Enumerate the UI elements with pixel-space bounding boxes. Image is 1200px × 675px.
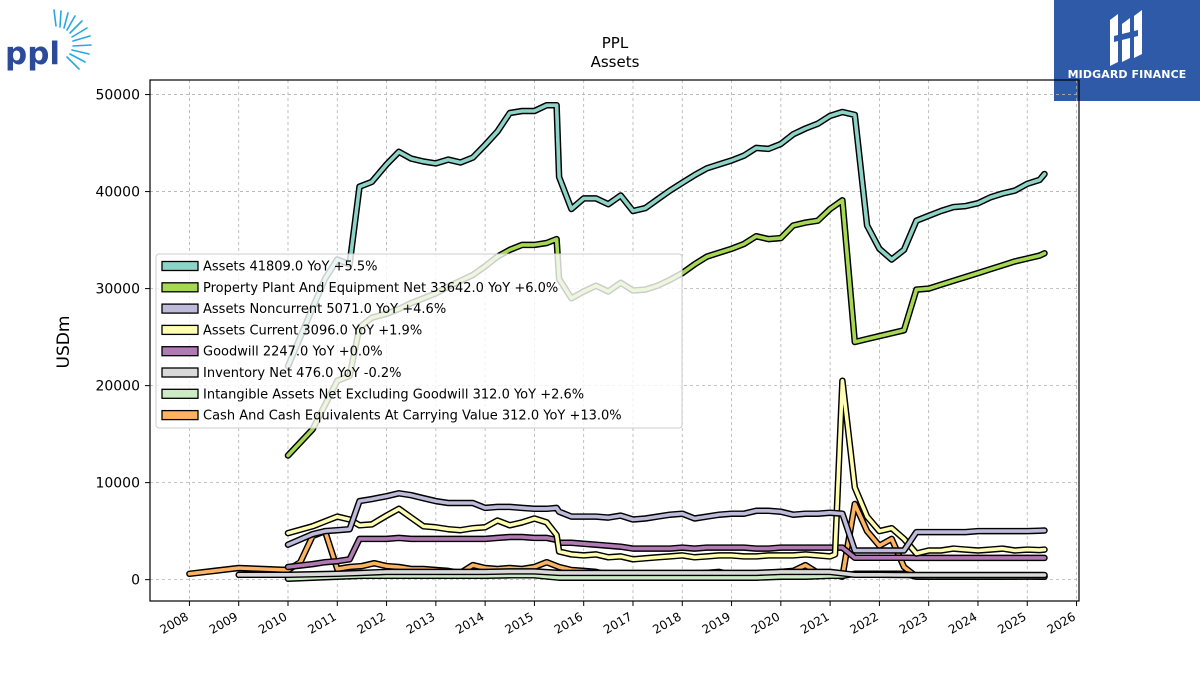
y-tick-label: 10000 [95,476,140,492]
brand-mark-icon [1110,10,1142,66]
ppl-logo-text: ppl [5,36,60,72]
series-line-stroke [286,379,1047,562]
legend-label: Goodwill 2247.0 YoY +0.0% [203,345,383,360]
x-tick-label: 2008 [157,609,190,636]
series-line [284,533,1048,571]
legend: Assets 41809.0 YoY +5.5% Property Plant A… [155,253,683,429]
legend-label: Property Plant And Equipment Net 33642.0… [203,281,558,296]
x-tick-label: 2013 [404,609,437,636]
legend-swatch [161,303,199,314]
legend-label: Inventory Net 476.0 YoY -0.2% [203,366,402,381]
legend-swatch [161,282,199,293]
y-axis-label: USDm [54,316,74,369]
legend-label: Intangible Assets Net Excluding Goodwill… [203,387,584,402]
legend-swatch [161,367,199,378]
y-tick-label: 20000 [95,379,140,395]
legend-swatch [161,324,199,336]
x-tick-label: 2018 [650,609,683,636]
x-tick-label: 2010 [256,609,289,636]
x-tick-label: 2024 [946,609,979,636]
legend-label: Assets Noncurrent 5071.0 YoY +4.6% [203,302,446,317]
y-tick-label: 30000 [95,282,140,298]
legend-box [155,253,683,429]
x-tick-label: 2016 [552,609,585,636]
x-tick-label: 2021 [798,609,831,636]
x-tick-label: 2023 [897,609,930,636]
plot-frame [149,79,1080,602]
legend-label: Cash And Cash Equivalents At Carrying Va… [203,409,622,424]
series-line-stroke [286,491,1047,553]
x-tick-label: 2022 [847,609,880,636]
brand-logo: MIDGARD FINANCE [1054,0,1200,101]
y-tick-label: 40000 [95,185,140,201]
ppl-logo: ppl [5,9,92,72]
legend-swatch [161,346,199,357]
chart-title: PPL [602,34,629,52]
y-tick-label: 0 [131,573,140,589]
series-line-outline [284,490,1048,554]
x-tick-label: 2019 [700,609,733,636]
legend-swatch [161,409,199,421]
series-line [284,377,1048,563]
series-line-stroke [286,535,1047,569]
x-tick-label: 2015 [502,609,535,636]
series-line-stroke [286,103,1047,368]
brand-name: MIDGARD FINANCE [1067,68,1187,81]
chart-subtitle: Assets [591,53,640,71]
series-line [235,568,1048,579]
x-tick-label: 2009 [207,609,240,636]
x-tick-label: 2014 [453,609,486,636]
x-tick-label: 2020 [749,609,782,636]
series-line [284,101,1048,370]
ppl-logo-rays [53,9,92,70]
x-tick-label: 2012 [355,609,388,636]
x-tick-label: 2025 [995,609,1028,636]
legend-label: Assets Current 3096.0 YoY +1.9% [203,323,422,338]
legend-swatch [161,260,199,272]
legend-swatch [161,388,199,399]
y-tick-label: 50000 [95,88,140,104]
series-line-stroke [236,569,1047,577]
x-tick-label: 2017 [601,609,634,636]
series-line [284,490,1048,554]
legend-label: Assets 41809.0 YoY +5.5% [203,260,378,275]
x-tick-label: 2026 [1045,609,1078,636]
x-tick-label: 2011 [305,609,338,636]
